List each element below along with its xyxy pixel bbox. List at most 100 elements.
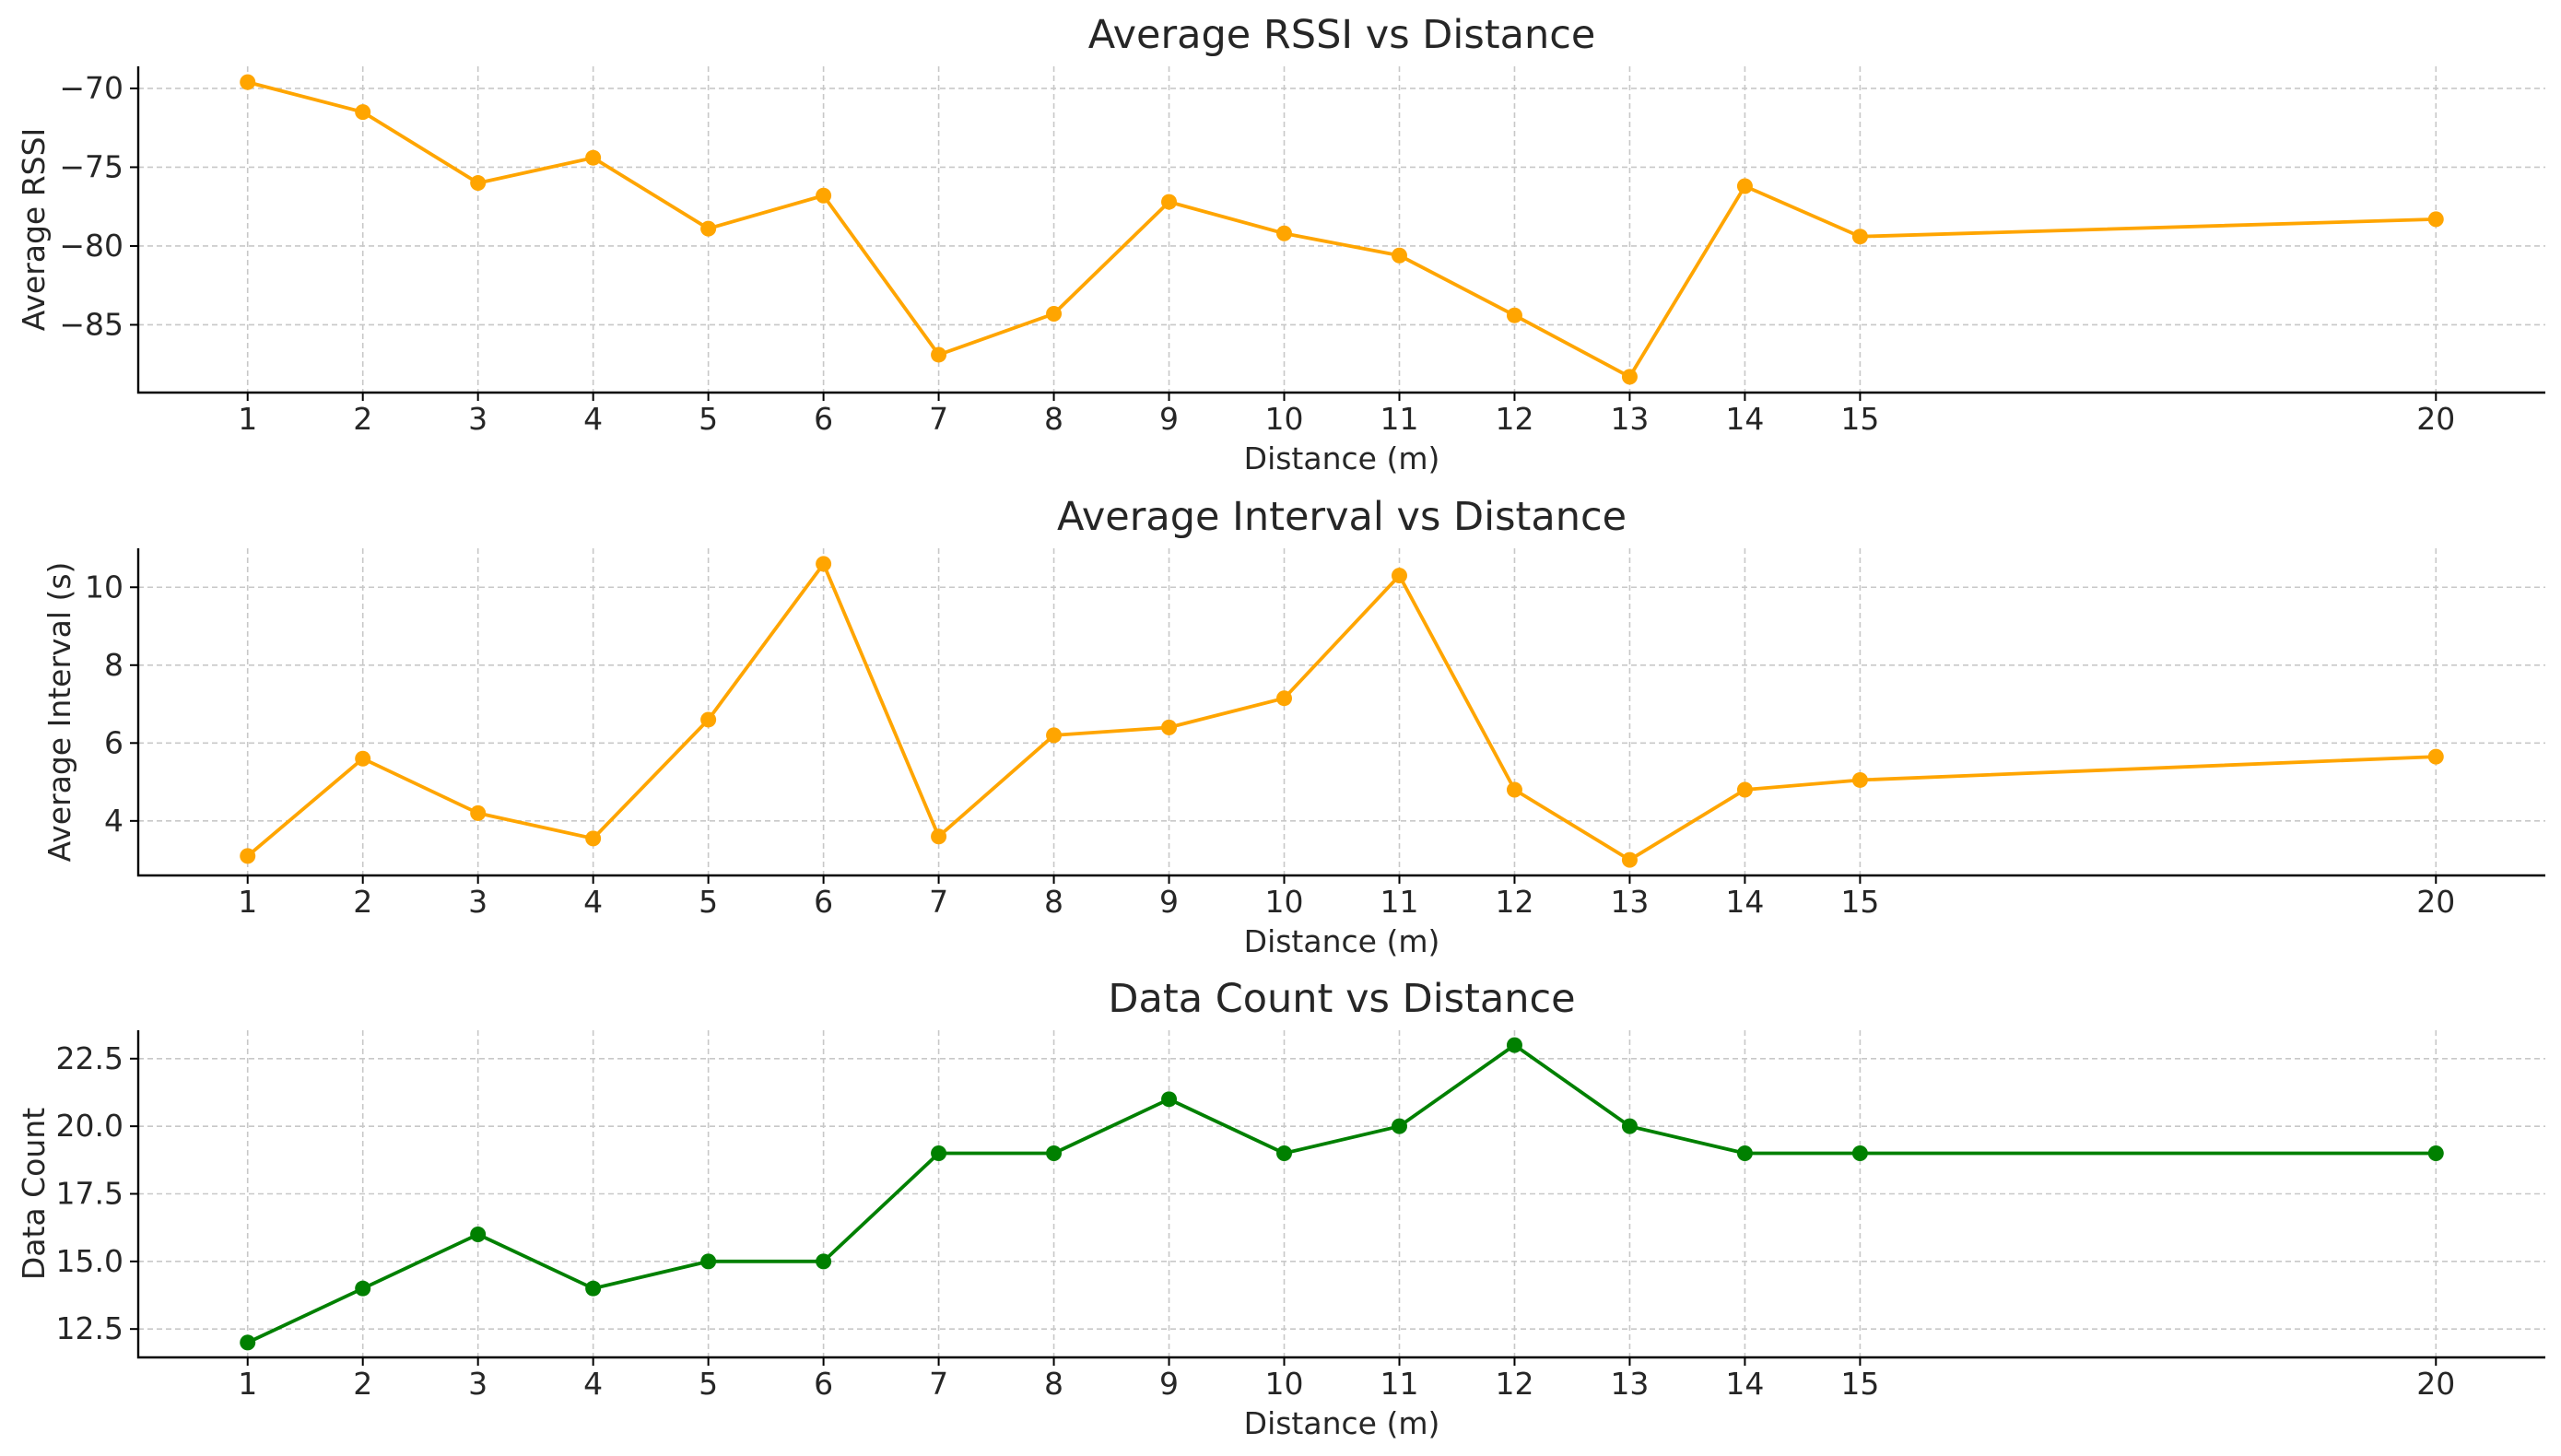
y-axis-label: Average Interval (s) — [41, 562, 77, 863]
data-point — [1736, 178, 1753, 194]
data-point — [1276, 1145, 1293, 1161]
axis-spines — [136, 66, 2545, 394]
data-point — [1736, 781, 1753, 798]
x-axis-label: Distance (m) — [1244, 1405, 1440, 1441]
x-tick-label: 8 — [1044, 884, 1063, 920]
y-tick-label: 12.5 — [56, 1310, 123, 1346]
x-tick-label: 11 — [1380, 884, 1418, 920]
y-tick-label: 4 — [104, 803, 123, 839]
x-tick-label: 6 — [814, 1366, 833, 1402]
x-tick-label: 12 — [1495, 401, 1533, 437]
data-point — [1506, 781, 1522, 798]
x-tick-label: 12 — [1495, 884, 1533, 920]
data-point — [585, 1280, 602, 1297]
axis-spines — [136, 548, 2545, 877]
x-tick-label: 15 — [1840, 884, 1879, 920]
x-tick-label: 11 — [1380, 401, 1418, 437]
x-tick-label: 20 — [2416, 1366, 2455, 1402]
data-point — [1161, 1091, 1178, 1108]
x-tick-label: 2 — [353, 1366, 372, 1402]
x-tick-label: 9 — [1159, 884, 1179, 920]
x-tick-label: 6 — [814, 401, 833, 437]
data-point — [1276, 690, 1293, 707]
data-point — [240, 848, 256, 864]
data-point — [931, 828, 947, 845]
data-point — [816, 1253, 832, 1270]
x-tick-label: 8 — [1044, 401, 1063, 437]
data-point — [931, 346, 947, 363]
series-line — [246, 562, 2437, 862]
data-point — [2427, 1145, 2444, 1161]
x-tick-label: 8 — [1044, 1366, 1063, 1402]
data-point — [816, 187, 832, 204]
data-point — [585, 149, 602, 166]
axis-spines — [136, 1030, 2545, 1359]
x-tick-label: 7 — [929, 1366, 948, 1402]
data-point — [1851, 1145, 1868, 1161]
x-tick-label: 14 — [1725, 401, 1764, 437]
data-point — [355, 1280, 371, 1297]
chart-title: Average Interval vs Distance — [1057, 494, 1627, 540]
x-tick-label: 1 — [238, 884, 257, 920]
x-tick-label: 5 — [699, 1366, 718, 1402]
chart-title: Data Count vs Distance — [1108, 976, 1575, 1022]
data-point — [1046, 305, 1063, 322]
x-tick-label: 13 — [1610, 401, 1649, 437]
data-point — [355, 750, 371, 767]
x-tick-label: 5 — [699, 884, 718, 920]
y-tick-label: 22.5 — [56, 1040, 123, 1076]
data-point — [931, 1145, 947, 1161]
series-line — [246, 1043, 2437, 1344]
x-tick-label: 6 — [814, 884, 833, 920]
data-point — [470, 804, 487, 821]
data-point — [1046, 727, 1063, 744]
x-tick-label: 10 — [1265, 401, 1304, 437]
x-tick-label: 13 — [1610, 1366, 1649, 1402]
data-point — [1391, 1118, 1407, 1134]
x-tick-label: 10 — [1265, 884, 1304, 920]
data-point — [1391, 568, 1407, 584]
data-point — [1621, 851, 1638, 868]
x-tick-label: 4 — [583, 884, 603, 920]
y-axis-label: Data Count — [16, 1108, 52, 1280]
y-tick-label: −75 — [59, 148, 123, 184]
x-tick-label: 10 — [1265, 1366, 1304, 1402]
data-point — [700, 220, 717, 237]
data-point — [1276, 225, 1293, 241]
x-tick-label: 1 — [238, 1366, 257, 1402]
x-tick-label: 13 — [1610, 884, 1649, 920]
data-point — [1161, 719, 1178, 735]
y-tick-label: 15.0 — [56, 1243, 123, 1279]
series-line — [247, 80, 2437, 379]
x-tick-label: 5 — [699, 401, 718, 437]
data-point — [2427, 211, 2444, 228]
data-point — [816, 556, 832, 572]
x-tick-label: 14 — [1725, 884, 1764, 920]
x-tick-label: 2 — [353, 884, 372, 920]
data-point — [1851, 229, 1868, 245]
x-tick-label: 4 — [583, 1366, 603, 1402]
data-point — [585, 830, 602, 847]
x-axis-label: Distance (m) — [1244, 440, 1440, 476]
x-tick-label: 15 — [1840, 401, 1879, 437]
data-point — [355, 104, 371, 121]
x-axis-label: Distance (m) — [1244, 923, 1440, 959]
data-point — [2427, 748, 2444, 765]
data-point — [700, 1253, 717, 1270]
y-tick-label: 20.0 — [56, 1108, 123, 1144]
data-point — [1506, 307, 1522, 323]
y-tick-label: 10 — [85, 569, 123, 605]
x-tick-label: 3 — [468, 1366, 488, 1402]
chart-panel-1: 1 2 3 4 5 6 7 8 9 10 11 12 13 14 15 20−70−75−80−85Avera… — [16, 12, 2545, 476]
data-point — [1391, 247, 1407, 264]
x-tick-label: 11 — [1380, 1366, 1418, 1402]
data-point — [1621, 1118, 1638, 1134]
x-tick-label: 3 — [468, 884, 488, 920]
x-tick-label: 1 — [238, 401, 257, 437]
x-tick-label: 15 — [1840, 1366, 1879, 1402]
y-tick-label: 6 — [104, 724, 123, 760]
data-point — [1161, 194, 1178, 210]
data-point — [1506, 1037, 1522, 1053]
